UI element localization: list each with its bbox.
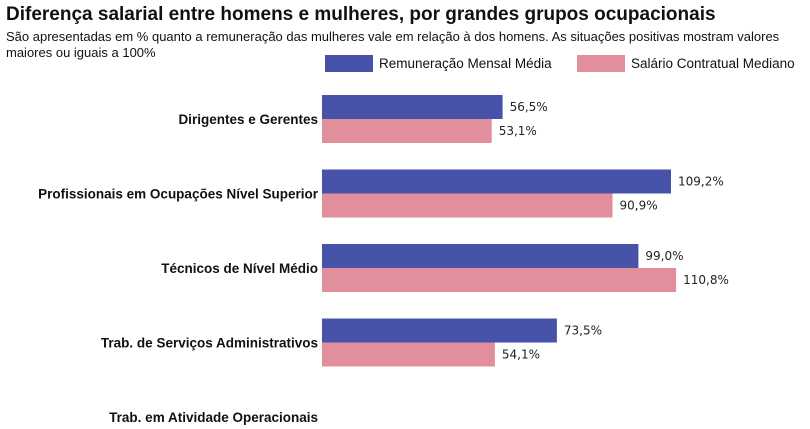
- legend-swatch: [325, 55, 373, 72]
- legend-swatch: [577, 55, 625, 72]
- bar: [322, 169, 672, 194]
- data-label: 109,2%: [678, 175, 724, 189]
- bar: [322, 119, 492, 143]
- bar: [322, 342, 495, 367]
- data-label: 90,9%: [620, 199, 658, 213]
- bar: [322, 268, 677, 292]
- category-label: Dirigentes e Gerentes: [178, 112, 318, 127]
- bar: [322, 193, 613, 218]
- data-label: 54,1%: [502, 348, 540, 362]
- bar: [322, 244, 639, 268]
- legend-label: Salário Contratual Mediano: [631, 56, 795, 71]
- category-label: Técnicos de Nível Médio: [161, 261, 318, 276]
- data-label: 56,5%: [510, 100, 548, 114]
- bar: [322, 95, 503, 119]
- chart-title: Diferença salarial entre homens e mulher…: [6, 4, 716, 25]
- legend-item-remuneracao: Remuneração Mensal Média: [325, 55, 552, 72]
- data-label: 73,5%: [564, 324, 602, 338]
- legend-label: Remuneração Mensal Média: [379, 56, 552, 71]
- legend-item-salario: Salário Contratual Mediano: [577, 55, 795, 72]
- chart-subtitle: São apresentadas em % quanto a remuneraç…: [6, 29, 780, 60]
- category-label: Trab. em Atividade Operacionais: [109, 410, 318, 425]
- category-label: Profissionais em Ocupações Nível Superio…: [38, 187, 319, 202]
- category-label: Trab. de Serviços Administrativos: [101, 336, 318, 351]
- data-label: 110,8%: [683, 273, 729, 287]
- data-label: 99,0%: [645, 249, 683, 263]
- bar: [322, 318, 557, 343]
- data-label: 53,1%: [499, 124, 537, 138]
